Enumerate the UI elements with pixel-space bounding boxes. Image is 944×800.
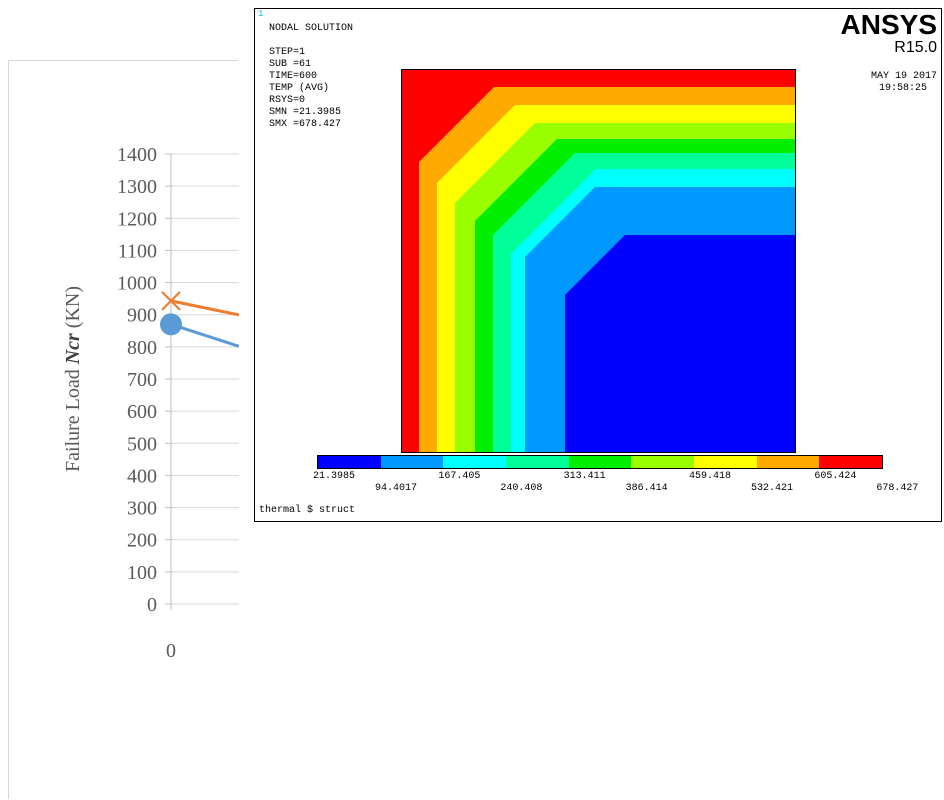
legend-value: 678.427 [876, 483, 919, 494]
y-tick-label: 1200 [117, 208, 157, 230]
contour-legend-bar [317, 455, 883, 469]
y-tick-label: 700 [127, 369, 157, 391]
header-line: RSYS=0 [269, 95, 306, 106]
header-line: TIME=600 [269, 71, 318, 82]
header-line: SMN =21.3985 [269, 107, 342, 118]
legend-value: 167.405 [438, 471, 481, 482]
plot-date: MAY 19 2017 [870, 71, 937, 82]
y-axis-title-text: Failure Load [62, 364, 84, 472]
y-tick-label: 500 [127, 433, 157, 455]
temperature-contour-plot [401, 69, 796, 453]
legend-value: 459.418 [689, 471, 732, 482]
svg-text:Failure Load Ncr (KN): Failure Load Ncr (KN) [62, 286, 84, 472]
legend-swatch [631, 456, 695, 468]
y-tick-label: 400 [127, 465, 157, 487]
series-line [170, 322, 239, 348]
legend-swatch [568, 456, 632, 468]
legend-value: 240.408 [500, 483, 543, 494]
contour-band [565, 235, 795, 452]
header-line: SUB =61 [269, 59, 312, 70]
ansys-version: R15.0 [894, 39, 937, 56]
legend-swatch [694, 456, 757, 468]
y-tick-label: 200 [127, 530, 157, 552]
data-point-x-marker [161, 291, 181, 311]
y-tick-label: 800 [127, 337, 157, 359]
window-number: 1 [258, 9, 264, 19]
legend-value: 532.421 [751, 483, 794, 494]
y-tick-label: 100 [127, 562, 157, 584]
y-tick-label: 0 [147, 594, 157, 616]
y-axis-symbol: Ncr [62, 333, 84, 365]
y-tick-label: 1400 [117, 144, 157, 166]
y-tick-label: 600 [127, 401, 157, 423]
legend-value: 313.411 [563, 471, 606, 482]
legend-value: 386.414 [625, 483, 668, 494]
legend-swatch [443, 456, 507, 468]
header-line: STEP=1 [269, 47, 306, 58]
y-axis-title: Failure Load Ncr (KN) [62, 286, 84, 472]
header-line: NODAL SOLUTION [269, 23, 354, 34]
legend-swatch [380, 456, 444, 468]
y-tick-label: 900 [127, 305, 157, 327]
y-tick-label: 300 [127, 498, 157, 520]
header-line: TEMP (AVG) [269, 83, 330, 94]
header-line: SMX =678.427 [269, 119, 342, 130]
contour-outline [401, 69, 796, 453]
y-tick-label: 1100 [118, 240, 157, 262]
y-axis-unit: (KN) [62, 286, 84, 333]
data-point-circle-marker [160, 313, 182, 336]
failure-load-chart: 1400130012001100100090080070060050040030… [62, 144, 239, 662]
ansys-plot-window: 1 NODAL SOLUTION STEP=1 SUB =61 TIME=600 TEM… [254, 8, 942, 522]
legend-swatch [506, 456, 569, 468]
legend-swatch [819, 456, 883, 468]
series-line [170, 299, 239, 317]
legend-swatch [756, 456, 820, 468]
y-tick-label: 1300 [117, 176, 157, 198]
legend-value: 94.4017 [375, 483, 418, 494]
legend-value: 605.424 [814, 471, 857, 482]
analysis-footer: thermal $ struct [259, 505, 356, 516]
x-tick-label: 0 [166, 640, 176, 662]
y-tick-label: 1000 [117, 273, 157, 295]
legend-swatch [318, 456, 381, 468]
ansys-logo: ANSYS [840, 9, 937, 40]
plot-time: 19:58:25 [878, 83, 927, 94]
legend-value: 21.3985 [313, 471, 356, 482]
chart-panel: 1400 1300 1200 1100 1000 900 800 700 600 500 400 30… [8, 60, 239, 799]
